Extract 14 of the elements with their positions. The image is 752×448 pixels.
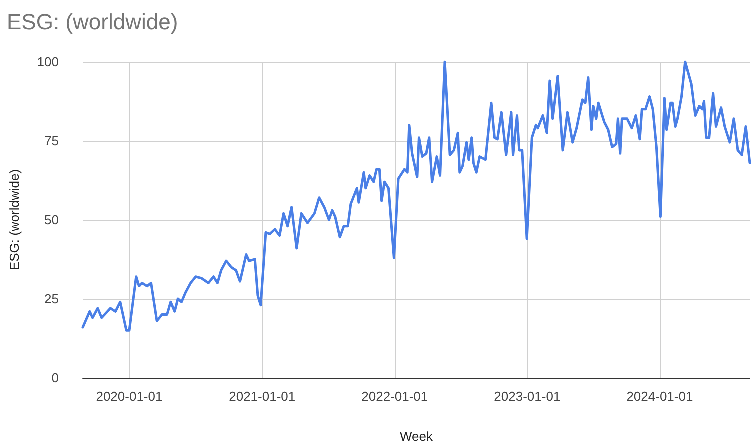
y-tick-label: 50	[44, 212, 59, 228]
x-tick-label: 2021-01-01	[229, 389, 296, 404]
y-axis-title: ESG: (worldwide)	[7, 169, 22, 271]
y-tick-label: 0	[52, 370, 59, 386]
chart-title: ESG: (worldwide)	[7, 10, 178, 34]
line-series	[82, 60, 752, 332]
x-tick-label: 2023-01-01	[494, 389, 561, 404]
x-tick-label: 2024-01-01	[626, 389, 694, 404]
y-tick-label: 75	[44, 134, 59, 148]
y-tick-label: 100	[37, 54, 59, 70]
y-tick-label: 25	[44, 292, 59, 306]
x-axis-title: Week	[400, 429, 434, 444]
x-tick-label: 2020-01-01	[96, 389, 163, 404]
x-tick-label: 2022-01-01	[362, 389, 428, 404]
